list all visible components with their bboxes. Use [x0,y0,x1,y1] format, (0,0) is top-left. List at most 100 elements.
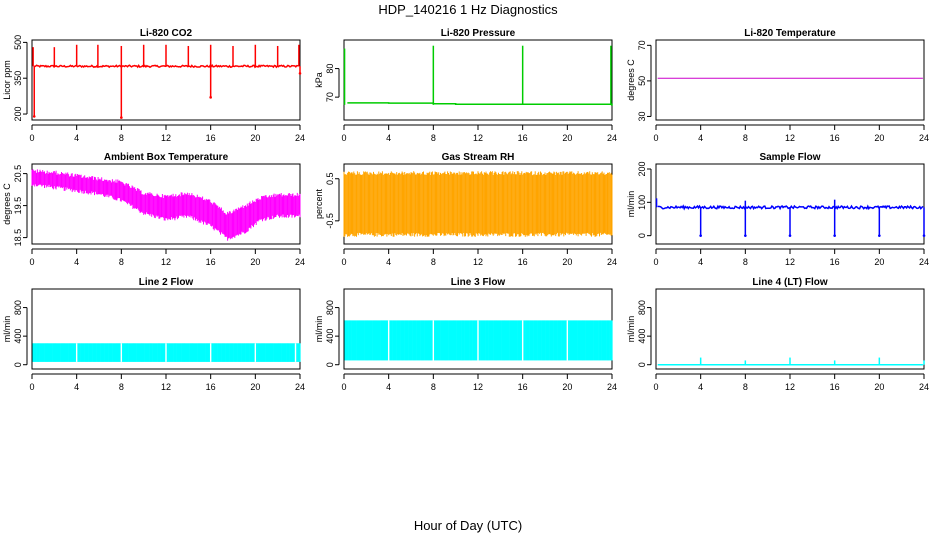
chart-panel-2: Li-820 Pressure kPa 0 4 8 12 16 20 24 70 80 [314,28,617,143]
x-tick-label: 12 [161,257,171,267]
x-tick-label: 12 [473,257,483,267]
y-axis-label: kPa [314,72,324,88]
y-tick-label: 400 [13,329,23,344]
dip-point [699,234,702,237]
y-tick-label: -0.5 [325,213,335,229]
dip-point [833,234,836,237]
dip-point [298,72,302,75]
y-axis-label: percent [314,188,324,219]
chart-title: Line 4 (LT) Flow [752,277,828,288]
chart-title: Li-820 CO2 [140,28,193,39]
y-axis-label: ml/min [626,191,636,218]
plot-frame [655,288,925,370]
x-tick-label: 20 [874,133,884,143]
x-tick-label: 16 [206,257,216,267]
plot-frame [31,39,301,121]
x-tick-label: 4 [386,133,391,143]
chart-title: Ambient Box Temperature [104,152,229,163]
chart-panel-4: Ambient Box Temperature degrees C 0 4 8 12 16 2… [2,152,305,267]
chart-panel-5: Gas Stream RH percent 0 4 8 12 16 20 24 -0.5 0.5 [314,152,617,267]
y-tick-label: 400 [325,329,335,344]
y-tick-label: 80 [325,64,335,74]
x-tick-label: 16 [518,382,528,392]
y-tick-label: 20.5 [13,165,23,183]
x-tick-label: 16 [518,133,528,143]
x-tick-label: 0 [653,257,658,267]
y-axis-label: ml/min [626,316,636,343]
x-tick-label: 0 [341,382,346,392]
dip-point [922,234,926,237]
y-tick-label: 400 [637,329,647,344]
y-tick-label: 200 [13,107,23,122]
x-tick-label: 0 [341,257,346,267]
x-tick-label: 4 [386,257,391,267]
x-tick-label: 20 [562,133,572,143]
chart-panel-9: Line 4 (LT) Flow ml/min 0 4 8 12 16 20 24 0 400 800 [626,277,929,392]
x-tick-label: 12 [473,382,483,392]
x-tick-label: 8 [743,133,748,143]
x-tick-label: 24 [295,133,305,143]
x-tick-label: 4 [74,382,79,392]
dip-point [788,234,792,237]
y-tick-label: 30 [637,111,647,121]
series-band [32,343,301,362]
y-tick-label: 18.5 [13,229,23,247]
x-tick-label: 12 [473,133,483,143]
chart-panel-3: Li-820 Temperature degrees C 0 4 8 12 16 20 24 30… [626,28,929,143]
plot-frame [655,39,925,121]
x-tick-label: 16 [830,382,840,392]
y-axis-label: ml/min [314,316,324,343]
chart-title: Gas Stream RH [442,152,515,163]
x-tick-label: 20 [562,382,572,392]
chart-title: Line 3 Flow [451,277,506,288]
x-tick-label: 20 [250,257,260,267]
y-tick-label: 0 [637,362,647,367]
plot-frame [31,288,301,370]
x-tick-label: 4 [74,257,79,267]
x-tick-label: 0 [29,133,34,143]
x-tick-label: 12 [785,133,795,143]
chart-panel-1: Li-820 CO2 Licor ppm 0 4 8 12 16 20 24 200 350 500 [2,28,305,143]
chart-title: Sample Flow [759,152,820,163]
x-tick-label: 16 [830,133,840,143]
y-tick-label: 500 [13,35,23,50]
x-tick-label: 24 [919,257,929,267]
y-axis-label: Licor ppm [2,60,12,100]
figure-x-axis-label: Hour of Day (UTC) [413,518,523,533]
y-tick-label: 100 [637,195,647,210]
x-tick-label: 12 [161,133,171,143]
x-tick-label: 8 [119,382,124,392]
x-tick-label: 24 [607,257,617,267]
x-tick-label: 20 [874,382,884,392]
y-tick-label: 0.5 [325,172,335,185]
x-tick-label: 0 [653,382,658,392]
x-tick-label: 4 [698,133,703,143]
series-line [347,102,613,106]
y-tick-label: 70 [325,92,335,102]
y-axis-label: ml/min [2,316,12,343]
x-tick-label: 4 [698,257,703,267]
y-tick-label: 0 [325,362,335,367]
y-axis-label: degrees C [626,59,636,101]
x-tick-label: 24 [607,382,617,392]
x-tick-label: 8 [743,257,748,267]
x-tick-label: 16 [518,257,528,267]
x-tick-label: 8 [119,257,124,267]
x-tick-label: 8 [119,133,124,143]
y-tick-label: 50 [637,76,647,86]
x-tick-label: 20 [250,382,260,392]
x-tick-label: 20 [562,257,572,267]
series-band [31,169,301,241]
chart-panel-8: Line 3 Flow ml/min 0 4 8 12 16 20 24 0 400 800 [314,277,617,392]
figure-title: HDP_140216 1 Hz Diagnostics [378,2,558,17]
y-tick-label: 0 [637,233,647,238]
x-tick-label: 24 [919,133,929,143]
y-tick-label: 800 [13,300,23,315]
chart-panel-6: Sample Flow ml/min 0 4 8 12 16 20 24 0 100 200 [626,152,929,267]
x-tick-label: 20 [250,133,260,143]
dip-point [120,116,123,119]
x-tick-label: 12 [785,382,795,392]
x-tick-label: 16 [206,133,216,143]
y-tick-label: 350 [13,71,23,86]
